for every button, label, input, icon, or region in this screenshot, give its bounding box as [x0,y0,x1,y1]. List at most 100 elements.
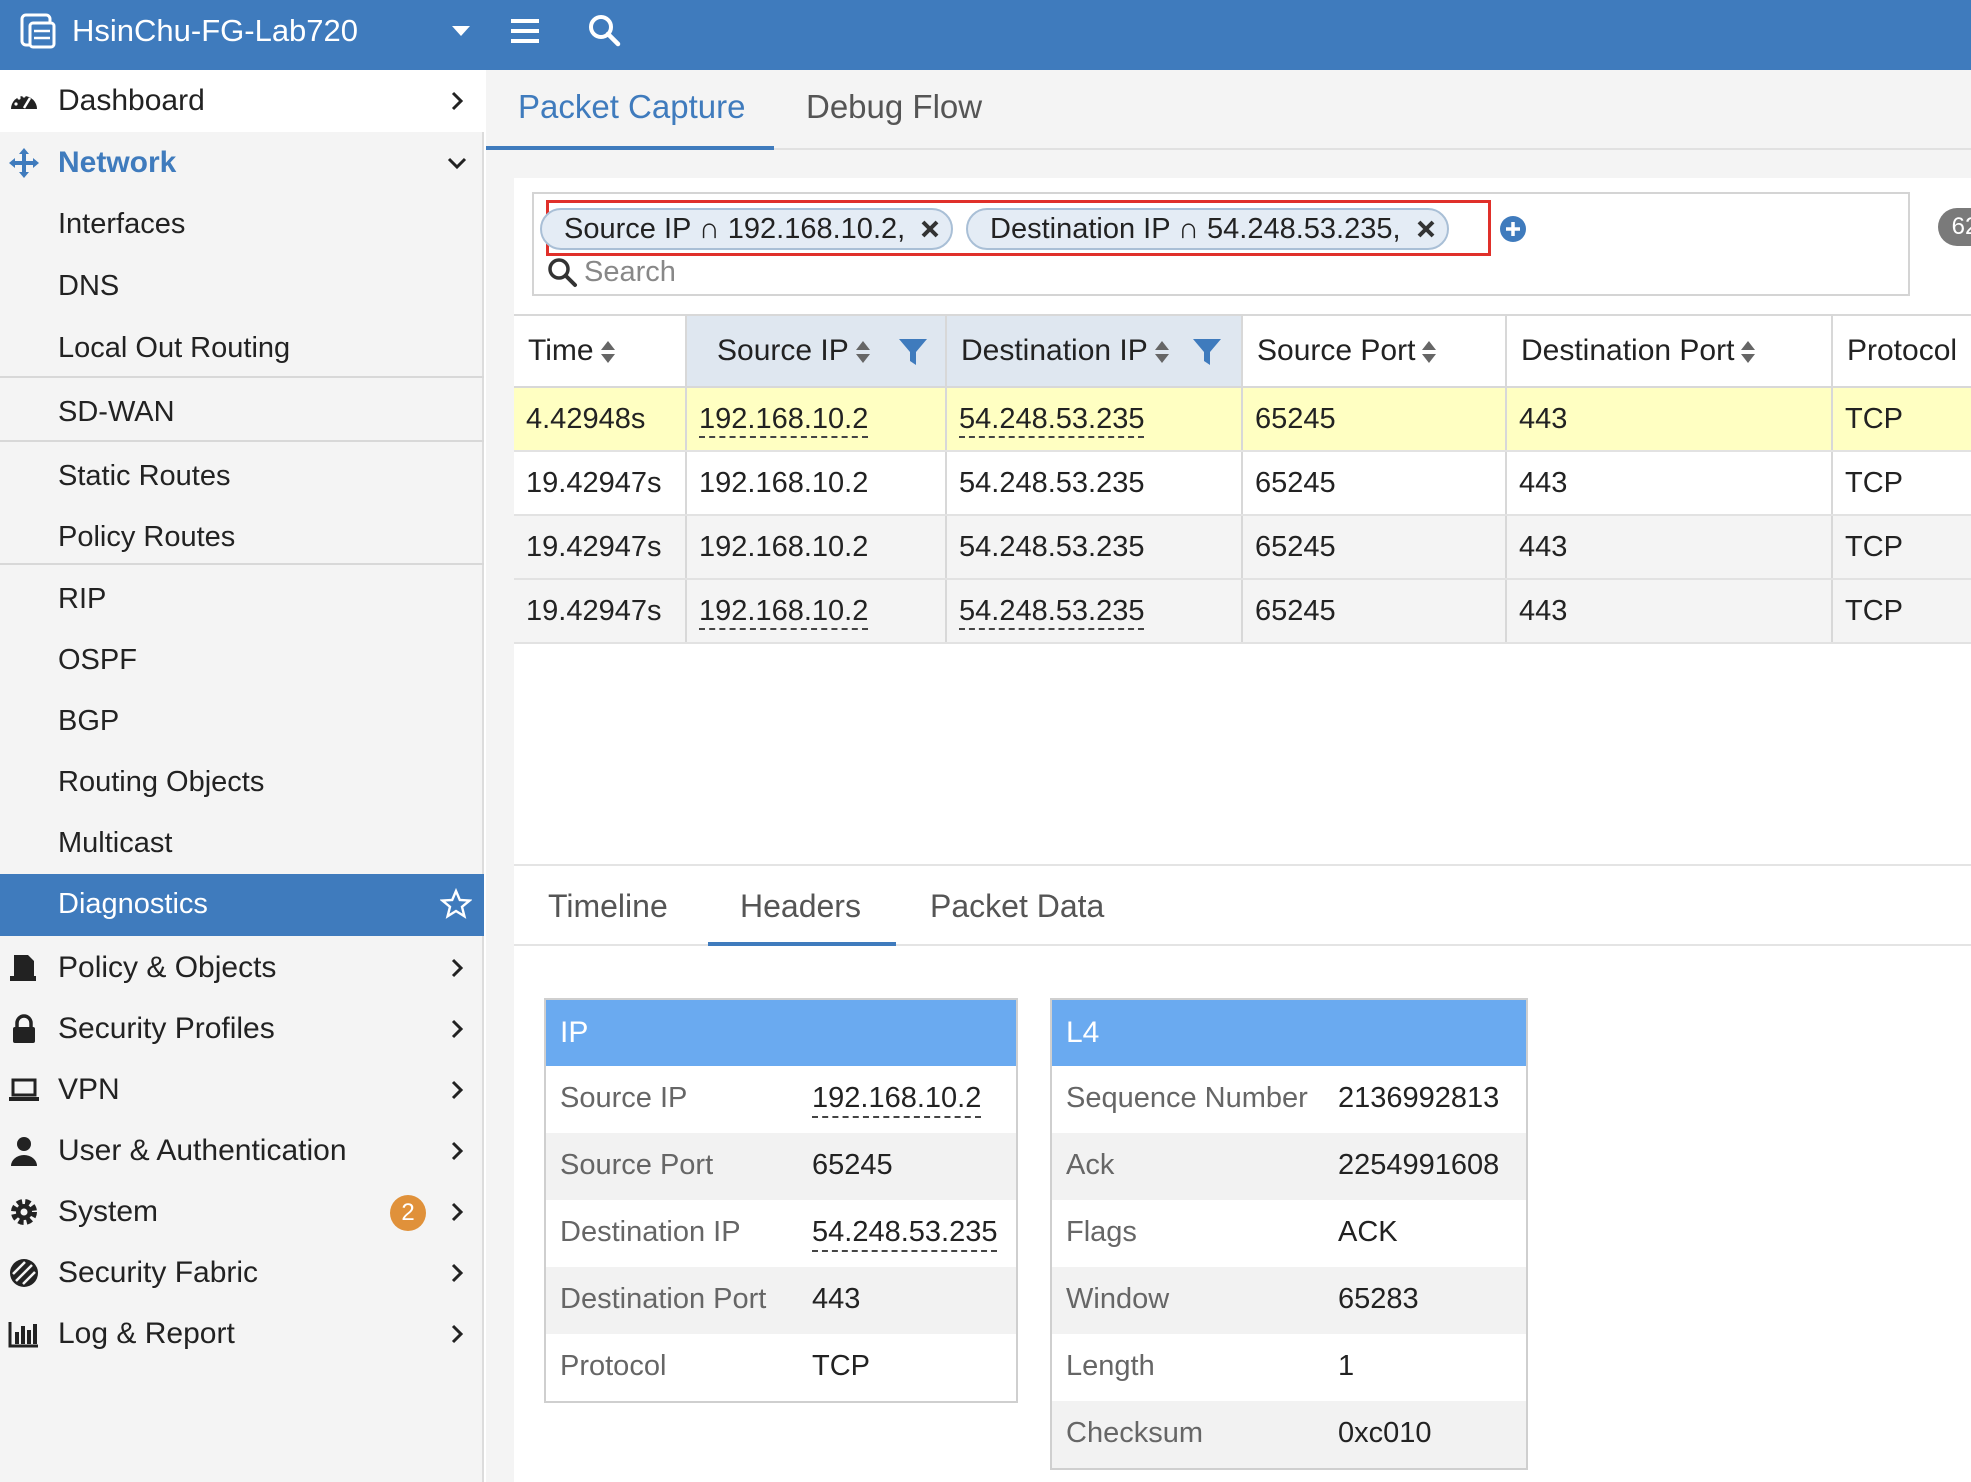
sidebar-item-label: Log & Report [58,1317,235,1350]
header-row: Checksum 0xc010 [1052,1401,1526,1468]
table-row[interactable]: 4.42948s 192.168.10.2 54.248.53.235 6524… [514,387,1971,452]
sidebar-item-local-out-routing[interactable]: Local Out Routing [0,318,484,380]
chart-icon [8,1322,38,1348]
filter-chip-destination-ip[interactable]: Destination IP ∩ 54.248.53.235, [966,208,1449,250]
table-row[interactable]: 19.42947s 192.168.10.2 54.248.53.235 652… [514,579,1971,644]
sidebar-item-label: System [58,1195,159,1228]
search-input[interactable] [584,252,1884,292]
filter-icon[interactable] [897,336,929,368]
close-icon[interactable] [919,218,941,240]
sidebar: Dashboard Network Interfaces DNS Local O… [0,70,484,1482]
star-icon[interactable] [440,888,472,920]
filter-box: Source IP ∩ 192.168.10.2, Destination IP… [532,192,1910,296]
table-row[interactable]: 19.42947s 192.168.10.2 54.248.53.235 652… [514,515,1971,580]
sidebar-item-routing-objects[interactable]: Routing Objects [0,752,484,814]
chevron-right-icon [451,1324,464,1344]
ip-header-card: IP Source IP 192.168.10.2 Source Port 6524… [544,998,1018,1403]
fortigate-logo-icon [20,13,56,49]
sidebar-item-dashboard[interactable]: Dashboard [0,70,484,132]
tab-timeline[interactable]: Timeline [548,888,668,924]
sort-icon[interactable] [600,339,616,365]
cell-source-ip: 192.168.10.2 [686,387,947,452]
column-header-destination-ip[interactable]: Destination IP [946,314,1243,388]
cell-source-port: 65245 [1242,515,1507,580]
search-icon [548,258,577,287]
sidebar-divider [0,563,484,565]
column-header-source-ip[interactable]: Source IP [686,314,947,388]
table-header-row: Time Source IP Destination IP Source Por… [514,314,1971,388]
notification-badge: 2 [390,1195,426,1231]
sidebar-item-dns[interactable]: DNS [0,256,484,318]
cell-destination-ip: 54.248.53.235 [946,387,1243,452]
tab-headers[interactable]: Headers [740,888,861,924]
sidebar-item-diagnostics[interactable]: Diagnostics [0,874,484,936]
sidebar-item-label: User & Authentication [58,1134,347,1167]
filter-chip-source-ip[interactable]: Source IP ∩ 192.168.10.2, [540,208,954,250]
sidebar-item-label: Local Out Routing [58,332,291,364]
sidebar-item-sd-wan[interactable]: SD-WAN [0,382,484,444]
sidebar-item-label: Policy & Objects [58,951,277,984]
sort-icon[interactable] [855,339,871,365]
cell-time: 4.42948s [514,387,687,452]
sidebar-item-label: Diagnostics [58,888,208,920]
tab-packet-capture[interactable]: Packet Capture [518,88,746,125]
chevron-right-icon [451,958,464,978]
top-tabs: Packet Capture Debug Flow [486,70,1971,150]
sidebar-item-network[interactable]: Network [0,132,484,194]
sidebar-item-multicast[interactable]: Multicast [0,813,484,875]
sidebar-item-user-authentication[interactable]: User & Authentication [0,1120,484,1182]
top-bar: HsinChu-FG-Lab720 [0,0,1971,70]
hamburger-menu-icon[interactable] [508,14,542,48]
column-header-source-port[interactable]: Source Port [1242,314,1507,388]
sidebar-item-label: Security Profiles [58,1012,275,1045]
tab-debug-flow[interactable]: Debug Flow [806,88,983,125]
header-row: Length 1 [1066,1350,1355,1382]
cell-source-port: 65245 [1242,451,1507,516]
sidebar-item-label: Dashboard [58,84,205,117]
sidebar-item-vpn[interactable]: VPN [0,1059,484,1121]
column-header-time[interactable]: Time [514,314,687,388]
sidebar-item-label: VPN [58,1073,120,1106]
tab-packet-data[interactable]: Packet Data [930,888,1105,924]
sort-icon[interactable] [1421,339,1437,365]
sidebar-item-label: OSPF [58,644,137,676]
dashboard-icon [11,94,37,109]
chevron-down-icon [447,157,467,170]
sidebar-item-security-profiles[interactable]: Security Profiles [0,998,484,1060]
sidebar-item-policy-routes[interactable]: Policy Routes [0,507,484,569]
column-header-destination-port[interactable]: Destination Port [1506,314,1833,388]
column-header-protocol[interactable]: Protocol [1832,314,1971,388]
sidebar-item-system[interactable]: System 2 [0,1181,484,1243]
header-row: Window 65283 [1052,1267,1526,1334]
sidebar-item-static-routes[interactable]: Static Routes [0,446,484,508]
filter-chip-text: Source IP ∩ 192.168.10.2, [564,212,906,245]
filter-icon[interactable] [1191,336,1223,368]
sidebar-item-log-report[interactable]: Log & Report [0,1303,484,1365]
sidebar-item-label: RIP [58,583,107,615]
network-icon [9,148,39,178]
table-row[interactable]: 19.42947s 192.168.10.2 54.248.53.235 652… [514,451,1971,516]
lock-icon [13,1014,35,1043]
sidebar-item-bgp[interactable]: BGP [0,691,484,753]
sidebar-item-policy-objects[interactable]: Policy & Objects [0,937,484,999]
laptop-icon [9,1078,39,1101]
caret-down-icon[interactable] [452,26,470,36]
sidebar-item-rip[interactable]: RIP [0,569,484,631]
sidebar-item-interfaces[interactable]: Interfaces [0,194,484,256]
cell-protocol: TCP [1832,579,1971,644]
sidebar-item-security-fabric[interactable]: Security Fabric [0,1242,484,1304]
chevron-right-icon [451,1019,464,1039]
sidebar-item-label: Policy Routes [58,521,236,553]
sort-icon[interactable] [1740,339,1756,365]
close-icon[interactable] [1415,218,1437,240]
device-selector[interactable]: HsinChu-FG-Lab720 [18,0,358,62]
add-filter-icon[interactable] [1498,214,1528,244]
sort-icon[interactable] [1154,339,1170,365]
sidebar-divider [0,376,484,378]
cell-destination-ip: 54.248.53.235 [946,579,1243,644]
sidebar-item-label: SD-WAN [58,396,175,428]
sidebar-item-label: Multicast [58,827,173,859]
sidebar-item-ospf[interactable]: OSPF [0,630,484,692]
sidebar-divider [0,440,484,442]
search-icon[interactable] [586,12,622,48]
